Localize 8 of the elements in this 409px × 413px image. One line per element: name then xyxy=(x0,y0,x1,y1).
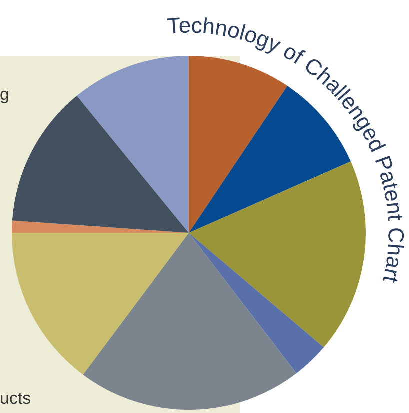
pie-slice xyxy=(12,96,189,233)
text: ucts xyxy=(0,389,32,408)
pie-slice xyxy=(189,162,366,348)
pie-slice xyxy=(83,233,297,410)
text: g xyxy=(0,85,10,104)
pie-slice xyxy=(12,233,189,375)
pie-slice xyxy=(189,233,324,374)
pie-slice xyxy=(77,56,189,233)
